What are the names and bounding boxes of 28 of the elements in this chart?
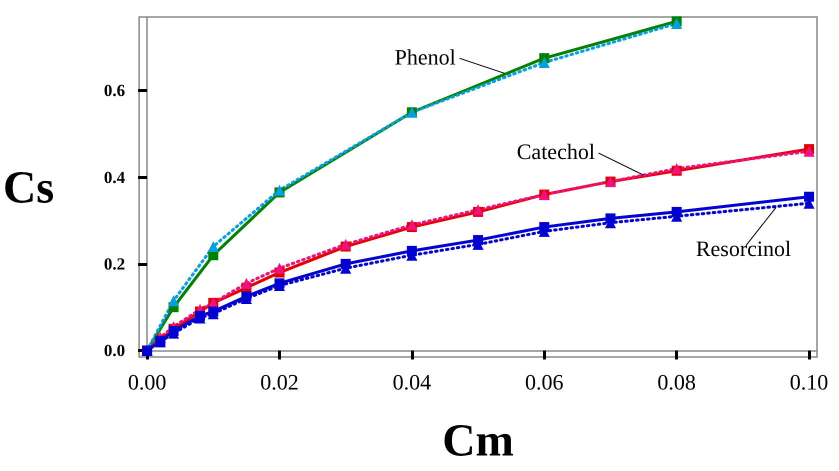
y-tick-label: 0.4 — [104, 168, 126, 187]
point — [168, 295, 180, 306]
point — [472, 204, 484, 216]
y-tick-label: 0.2 — [104, 254, 126, 274]
y-tick-label: 0.0 — [104, 341, 126, 360]
x-axis-title: Cm — [442, 414, 514, 466]
point — [208, 241, 219, 252]
point — [406, 219, 418, 230]
annotation: Resorcinol — [696, 236, 792, 262]
x-tick-label: 0.08 — [657, 370, 696, 394]
x-tick-label: 0.04 — [392, 370, 432, 394]
point — [804, 192, 814, 202]
point — [340, 238, 352, 250]
y-axis-title: Cs — [2, 162, 54, 212]
x-tick-label: 0.00 — [128, 370, 166, 394]
x-tick-label: 0.10 — [790, 370, 828, 394]
point — [804, 146, 815, 157]
point — [274, 184, 285, 196]
y-tick-label: 0.6 — [104, 81, 126, 100]
point — [538, 56, 550, 68]
point — [240, 278, 252, 289]
x-tick-label: 0.06 — [525, 370, 564, 394]
point — [671, 163, 682, 174]
point — [671, 18, 682, 29]
point — [274, 262, 285, 274]
x-tick-label: 0.02 — [260, 370, 299, 394]
annotation: Phenol — [394, 44, 456, 70]
annotation: Catechol — [516, 138, 595, 164]
